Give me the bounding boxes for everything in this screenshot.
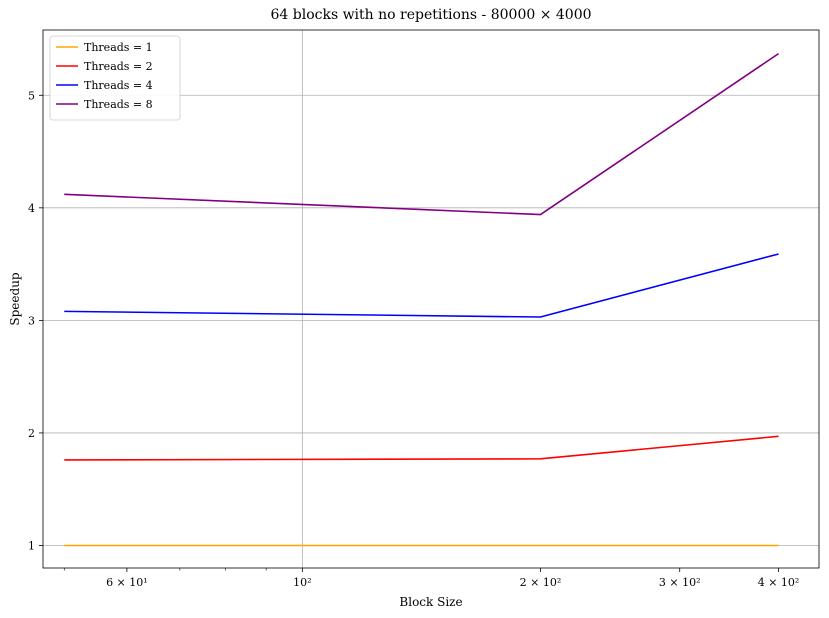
legend-entry: Threads = 1 xyxy=(84,41,153,54)
series-lines xyxy=(64,52,779,547)
y-axis-label: Speedup xyxy=(8,272,22,326)
legend-entry: Threads = 2 xyxy=(84,60,153,73)
x-axis: 6 × 10¹ 10² 2 × 10² 3 × 10² 4 × 10² xyxy=(106,568,799,589)
y-tick-label: 3 xyxy=(28,314,35,327)
minor-ticks xyxy=(63,568,267,571)
y-tick-label: 4 xyxy=(28,202,35,215)
y-axis: 1 2 3 4 5 xyxy=(28,89,43,552)
legend: Threads = 1 Threads = 2 Threads = 4 Threads… xyxy=(49,35,181,121)
y-tick-label: 1 xyxy=(28,539,35,552)
y-tick-label: 5 xyxy=(28,89,35,102)
x-tick-label: 10² xyxy=(293,576,311,589)
x-tick-label: 6 × 10¹ xyxy=(106,576,148,589)
x-tick-label: 2 × 10² xyxy=(520,576,562,589)
series-line-threads-2 xyxy=(64,435,779,461)
series-line-threads-3 xyxy=(64,253,779,318)
legend-box xyxy=(49,35,181,121)
x-tick-label: 4 × 10² xyxy=(758,576,800,589)
legend-entry: Threads = 8 xyxy=(84,98,153,111)
y-tick-label: 2 xyxy=(28,427,35,440)
chart-title: 64 blocks with no repetitions - 80000 × … xyxy=(270,7,591,23)
x-tick-label: 3 × 10² xyxy=(659,576,701,589)
x-axis-label: Block Size xyxy=(399,595,462,609)
series-line-threads-4 xyxy=(64,52,779,216)
legend-entry: Threads = 4 xyxy=(84,79,153,92)
plot-frame xyxy=(42,29,820,569)
